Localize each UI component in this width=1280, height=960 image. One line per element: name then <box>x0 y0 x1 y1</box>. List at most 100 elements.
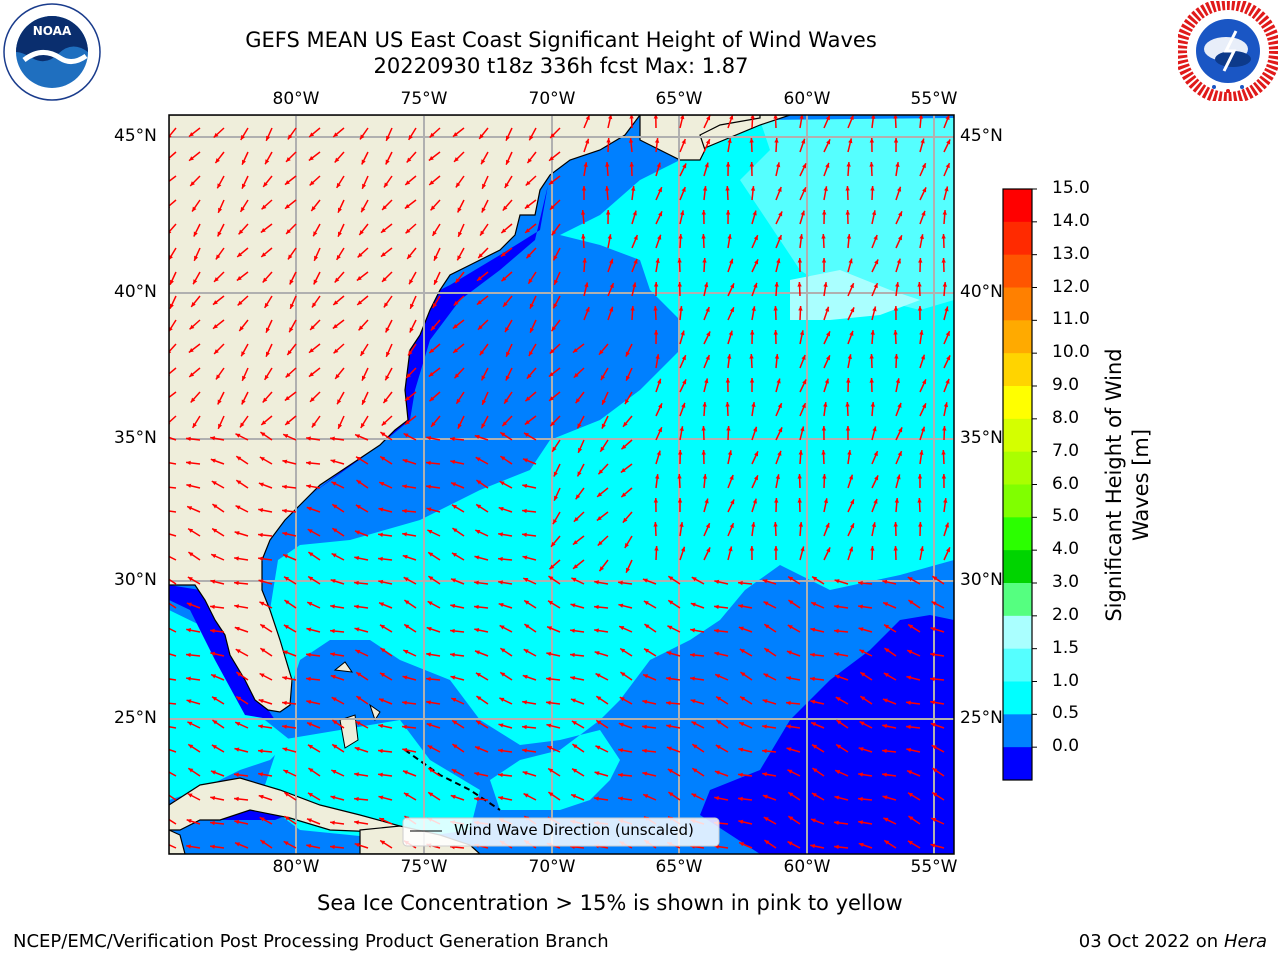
wind-wave-arrow-head <box>897 402 902 408</box>
wind-wave-arrow-head <box>920 426 926 432</box>
wind-wave-arrow-head <box>474 650 480 655</box>
wind-wave-arrow-head <box>932 576 938 581</box>
wind-wave-arrow-head <box>725 162 731 167</box>
wind-wave-arrow-head <box>907 577 913 582</box>
wind-wave-arrow-head <box>629 115 634 119</box>
wind-wave-arrow-head <box>821 426 827 431</box>
wind-wave-arrow-head <box>750 115 755 119</box>
wind-wave-arrow-head <box>282 459 288 464</box>
wind-wave-arrow-head <box>410 303 415 309</box>
wind-wave-arrow-head <box>188 744 194 749</box>
wind-wave-arrow-head <box>311 302 317 308</box>
wind-wave-arrow-head <box>729 258 734 264</box>
wind-wave-arrow-head <box>239 326 244 331</box>
wind-wave-arrow-head <box>193 279 198 285</box>
wind-wave-arrow-head <box>598 469 604 475</box>
wind-wave-arrow <box>169 391 177 399</box>
wind-wave-arrow-head <box>474 771 480 777</box>
wind-wave-arrow-head <box>644 648 650 653</box>
colorbar-tick-label: 1.0 <box>1052 670 1080 691</box>
wind-wave-arrow <box>169 199 177 207</box>
wind-wave-arrow-head <box>822 474 827 479</box>
wind-wave-arrow-head <box>263 182 268 187</box>
wind-wave-arrow-head <box>240 135 245 140</box>
wind-wave-arrow-head <box>773 115 778 119</box>
wind-wave-arrow-head <box>919 234 924 240</box>
wind-wave-arrow-head <box>858 796 863 802</box>
wind-wave-arrow-head <box>624 399 630 405</box>
wind-wave-arrow-head <box>164 626 169 630</box>
wind-wave-arrow-head <box>823 282 828 287</box>
wind-wave-arrow-head <box>775 474 780 480</box>
wind-wave-arrow-head <box>284 792 290 797</box>
map-legend <box>402 817 720 847</box>
wind-wave-arrow-head <box>642 771 648 776</box>
wind-wave-arrow-head <box>702 186 708 191</box>
wind-wave-arrow-head <box>606 138 611 143</box>
wind-wave-arrow-head <box>907 770 913 775</box>
wind-wave-arrow-head <box>596 720 602 725</box>
wind-wave-arrow-head <box>643 674 649 679</box>
wind-wave-arrow-head <box>408 134 413 140</box>
wind-wave-arrow-head <box>426 484 431 489</box>
wind-wave-arrow-head <box>308 372 314 377</box>
wind-wave-arrow-head <box>908 624 914 629</box>
wind-wave-arrow-head <box>941 450 946 455</box>
wind-wave-arrow-head <box>426 652 431 657</box>
wind-wave-arrow-head <box>786 747 792 752</box>
gulf-cyan-region <box>169 610 290 800</box>
wind-wave-arrow-head <box>287 254 293 260</box>
wind-wave-arrow-head <box>286 157 291 162</box>
wind-wave-arrow-head <box>932 768 938 773</box>
wind-wave-arrow-head <box>773 522 778 527</box>
wind-wave-arrow-head <box>404 624 410 629</box>
wind-wave-arrow-head <box>775 162 781 168</box>
wind-wave-arrow-head <box>236 276 242 281</box>
wind-wave-arrow-head <box>653 282 659 287</box>
wind-wave-arrow-head <box>572 744 578 749</box>
wind-wave-arrow-head <box>402 700 407 705</box>
wind-wave-arrow-head <box>475 457 481 462</box>
wind-wave-arrow-head <box>882 579 888 584</box>
wind-wave-arrow-head <box>498 748 503 753</box>
wind-wave-arrow-head <box>528 351 534 357</box>
wind-wave-arrow-head <box>678 450 683 455</box>
wind-wave-arrow-head <box>433 255 438 261</box>
wind-wave-arrow-head <box>235 433 241 438</box>
wind-wave-arrow-head <box>432 303 437 308</box>
wind-wave-arrow-head <box>550 421 556 427</box>
wind-wave-arrow <box>169 771 177 777</box>
wind-wave-arrow-head <box>426 507 432 512</box>
wind-wave-arrow-head <box>432 230 437 236</box>
wind-wave-arrow-head <box>834 579 840 584</box>
wind-wave-arrow-head <box>258 508 264 513</box>
wind-wave-arrow-head <box>677 282 682 287</box>
wind-wave-arrow-head <box>624 543 629 549</box>
wind-wave-arrow-head <box>239 422 245 428</box>
wind-wave-arrow-head <box>450 578 456 583</box>
wind-wave-arrow-head <box>751 306 756 312</box>
wind-wave-arrow-head <box>656 162 661 168</box>
wind-wave-arrow-head <box>355 649 361 654</box>
wind-wave-arrow-head <box>284 396 290 401</box>
wind-wave-arrow-head <box>162 485 167 489</box>
wind-wave-arrow-head <box>261 204 267 210</box>
wind-wave-arrow-head <box>210 770 216 775</box>
wind-wave-arrow-head <box>333 300 339 305</box>
wind-wave-arrow-head <box>428 576 434 581</box>
colorbar-segment <box>1003 386 1032 420</box>
wind-wave-arrow-head <box>802 379 807 385</box>
wind-wave-arrow-head <box>622 517 628 523</box>
wind-wave-arrow-head <box>258 748 263 754</box>
wind-wave-arrow-head <box>788 816 794 821</box>
wind-wave-arrow-head <box>262 397 268 403</box>
wind-wave-arrow-head <box>825 522 830 528</box>
wind-wave-arrow-head <box>382 205 387 210</box>
wind-wave-arrow-head <box>825 355 830 361</box>
wind-wave-arrow-head <box>630 306 635 311</box>
map-frame <box>168 114 955 855</box>
wind-wave-arrow-head <box>192 206 197 212</box>
wind-wave-arrow-head <box>382 277 387 282</box>
wind-wave-arrow-head <box>338 207 342 213</box>
wind-wave-arrow-head <box>455 182 461 188</box>
